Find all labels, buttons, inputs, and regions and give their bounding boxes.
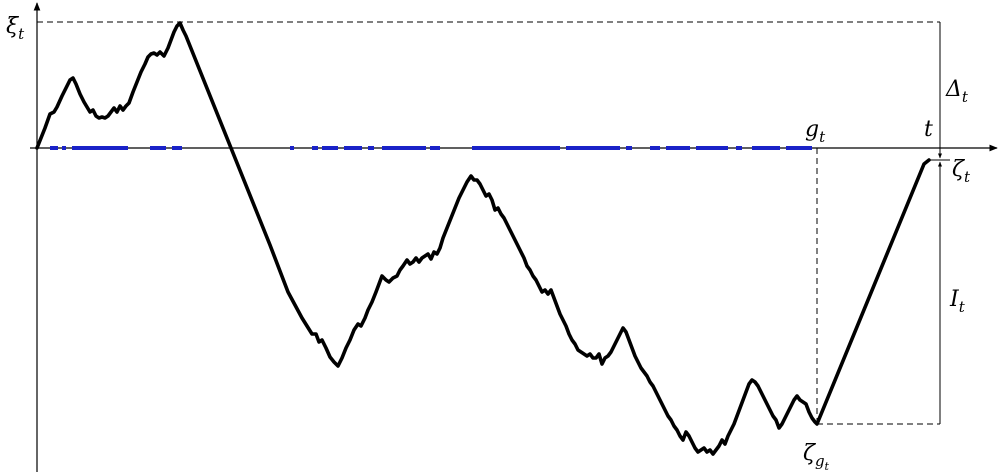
label-zeta-t: ζt [952,157,971,186]
label-i-t: It [949,287,966,316]
label-t: t [924,117,933,142]
label-zeta-g-t: ζgt [803,441,830,473]
label-xi-t: ξt [6,14,25,43]
label-g-t: gt [805,117,826,146]
label-delta-t: Δt [945,77,969,106]
process-path [35,21,931,456]
